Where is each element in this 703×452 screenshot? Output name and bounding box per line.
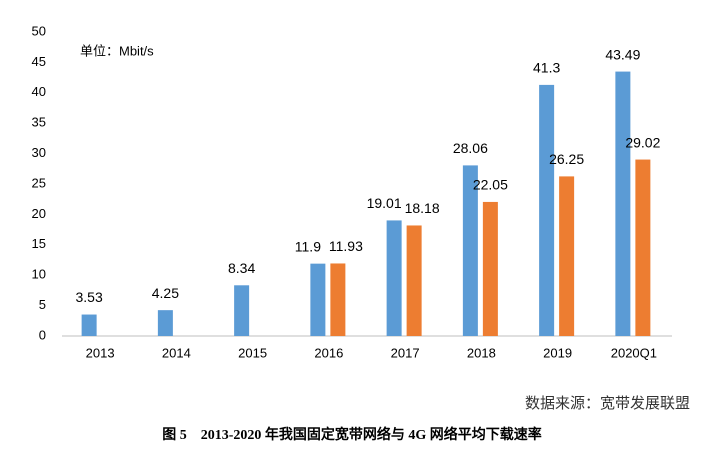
bar [539,84,555,337]
x-tick-label: 2013 [86,345,115,360]
y-tick-label: 0 [39,327,46,342]
bar [635,159,651,336]
value-label: 4.25 [152,285,179,301]
y-tick-label: 20 [32,206,46,221]
bar [310,263,326,336]
bar [615,71,631,336]
value-label: 28.06 [453,140,488,156]
x-tick-label: 2020Q1 [611,345,657,360]
value-label: 11.9 [295,238,321,254]
bar [386,220,402,336]
y-tick-label: 25 [32,175,46,190]
bar [559,176,575,336]
value-label: 41.3 [533,60,560,76]
value-label: 29.02 [625,134,660,150]
unit-note: 单位：Mbit/s [80,43,154,58]
bar [462,165,478,336]
value-label: 3.53 [76,289,103,305]
y-tick-label: 5 [39,297,46,312]
y-tick-label: 30 [32,145,46,160]
bar [406,225,422,336]
source-note: 数据来源：宽带发展联盟 [525,395,690,412]
bar [330,263,346,336]
value-label: 26.25 [549,151,584,167]
chart-title: 图 5 2013-2020 年我国固定宽带网络与 4G 网络平均下载速率 [162,426,542,443]
x-tick-label: 2014 [162,345,191,360]
y-tick-label: 45 [32,54,46,69]
y-tick-label: 15 [32,236,46,251]
y-tick-label: 50 [32,23,46,38]
y-tick-label: 35 [32,115,46,130]
x-tick-label: 2019 [543,345,572,360]
y-tick-label: 40 [32,84,46,99]
value-label: 43.49 [605,46,640,62]
x-tick-label: 2015 [238,345,267,360]
bar [157,310,173,336]
value-label: 11.93 [329,238,363,254]
x-tick-label: 2018 [467,345,496,360]
bar [482,201,498,336]
value-label: 22.05 [473,177,508,193]
x-tick-label: 2016 [314,345,343,360]
x-tick-label: 2017 [391,345,420,360]
value-label: 18.18 [405,200,440,216]
bar [234,285,250,336]
value-label: 8.34 [228,260,255,276]
bar [81,314,97,336]
value-label: 19.01 [367,195,402,211]
y-tick-label: 10 [32,267,46,282]
